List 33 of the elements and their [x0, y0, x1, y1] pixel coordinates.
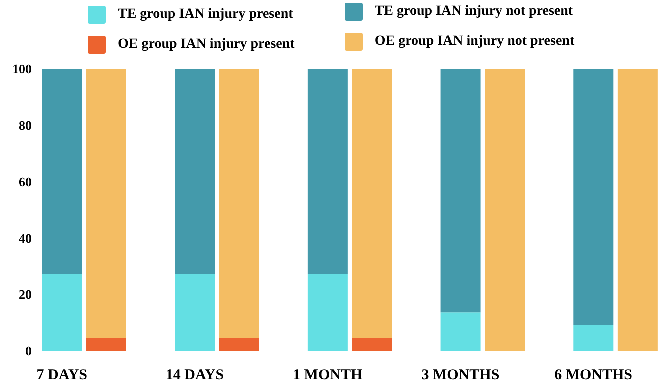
bar — [175, 274, 216, 351]
bar — [175, 69, 216, 274]
legend-label: OE group IAN injury present — [118, 37, 295, 53]
legend-label: OE group IAN injury not present — [374, 34, 575, 50]
x-tick-label: 7 DAYS — [36, 368, 88, 383]
bar — [86, 338, 126, 351]
y-tick-label: 60 — [19, 174, 32, 190]
bar — [618, 69, 658, 351]
x-tick-label: 14 DAYS — [166, 368, 224, 383]
bar — [485, 69, 526, 351]
bar — [308, 69, 348, 274]
bar — [352, 69, 392, 338]
y-tick-label: 80 — [19, 118, 32, 134]
y-tick-label: 100 — [12, 62, 32, 77]
bar — [574, 69, 614, 326]
bar — [42, 274, 82, 351]
bar — [308, 274, 348, 351]
x-tick-label: 6 MONTHS — [554, 368, 633, 383]
legend-label: TE group IAN injury not present — [374, 4, 574, 20]
bar — [440, 312, 481, 351]
bar — [352, 338, 392, 351]
x-tick-label: 1 MONTH — [293, 368, 363, 383]
y-tick-label: 0 — [26, 344, 32, 359]
y-tick-label: 20 — [19, 287, 32, 302]
bar — [219, 338, 260, 351]
bar — [86, 69, 126, 338]
bar — [440, 69, 481, 313]
x-tick-label: 3 MONTHS — [422, 368, 500, 383]
legend-label: TE group IAN injury present — [118, 7, 294, 23]
y-tick-label: 40 — [19, 230, 32, 246]
bar — [219, 69, 260, 338]
bar — [42, 69, 82, 274]
bar — [574, 325, 614, 351]
